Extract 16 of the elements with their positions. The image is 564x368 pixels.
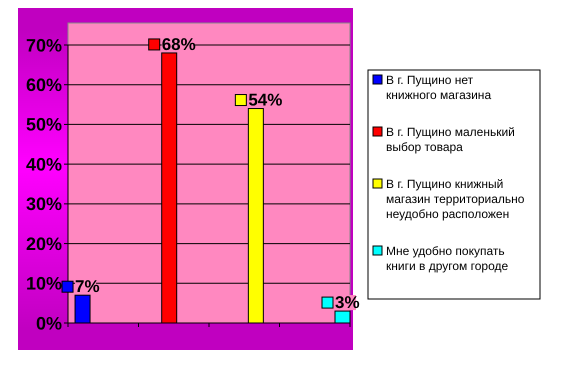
legend-label: Мне удобно покупать книги в другом городе	[386, 244, 508, 273]
y-tick-label: 60%	[26, 75, 62, 96]
y-tick-label: 20%	[26, 234, 62, 254]
data-label: 54%	[248, 90, 282, 110]
y-tick-label: 50%	[26, 114, 62, 135]
y-tick-label: 40%	[26, 154, 62, 174]
y-tick-label: 30%	[26, 194, 62, 214]
data-label: 7%	[75, 277, 100, 296]
legend-label: В г. Пущино нет книжного магазина	[386, 73, 492, 102]
data-label: 68%	[162, 34, 196, 54]
y-tick-label: 0%	[36, 313, 62, 334]
legend-label: В г. Пущино книжный магазин территориально неудобно расположен	[386, 177, 525, 221]
legend-label: В г. Пущино маленький выбор товара	[386, 125, 515, 154]
y-tick-label: 10%	[26, 274, 62, 294]
y-tick-label: 70%	[26, 35, 62, 56]
data-label: 3%	[335, 293, 360, 312]
